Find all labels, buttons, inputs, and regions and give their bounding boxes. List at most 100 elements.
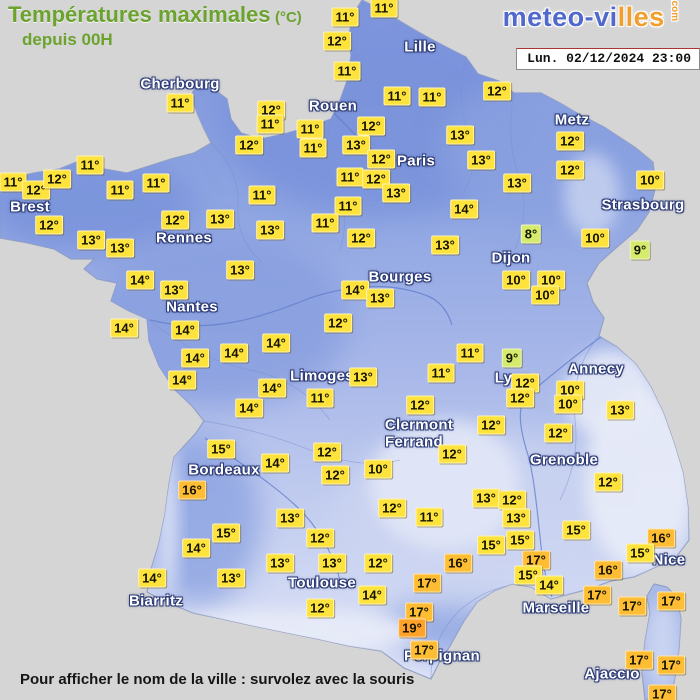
temp-label[interactable]: 12°	[324, 313, 352, 333]
temp-label[interactable]: 10°	[581, 228, 609, 248]
temp-label[interactable]: 11°	[306, 388, 334, 408]
temp-label[interactable]: 11°	[336, 167, 364, 187]
temp-label[interactable]: 13°	[431, 235, 459, 255]
temp-label[interactable]: 14°	[261, 453, 289, 473]
temp-label[interactable]: 14°	[168, 370, 196, 390]
temp-label[interactable]: 17°	[657, 655, 685, 675]
temp-label[interactable]: 12°	[483, 81, 511, 101]
temp-label[interactable]: 14°	[138, 568, 166, 588]
temp-label[interactable]: 14°	[181, 348, 209, 368]
temp-label[interactable]: 14°	[126, 270, 154, 290]
temp-label[interactable]: 11°	[0, 172, 27, 192]
temp-label[interactable]: 14°	[262, 333, 290, 353]
temp-label[interactable]: 9°	[629, 240, 651, 260]
temp-label[interactable]: 15°	[506, 530, 534, 550]
temp-label[interactable]: 15°	[212, 523, 240, 543]
temp-label[interactable]: 12°	[364, 553, 392, 573]
temp-label[interactable]: 10°	[636, 170, 664, 190]
temp-label[interactable]: 11°	[256, 114, 284, 134]
temp-label[interactable]: 13°	[226, 260, 254, 280]
temp-label[interactable]: 13°	[77, 230, 105, 250]
temp-label[interactable]: 15°	[626, 543, 654, 563]
temp-label[interactable]: 13°	[256, 220, 284, 240]
temp-label[interactable]: 13°	[160, 280, 188, 300]
temp-label[interactable]: 14°	[182, 538, 210, 558]
temp-label[interactable]: 16°	[444, 553, 472, 573]
temp-label[interactable]: 15°	[562, 520, 590, 540]
temp-label[interactable]: 10°	[364, 459, 392, 479]
temp-label[interactable]: 13°	[342, 135, 370, 155]
temp-label[interactable]: 12°	[235, 135, 263, 155]
temp-label[interactable]: 14°	[110, 318, 138, 338]
temp-label[interactable]: 13°	[276, 508, 304, 528]
temp-label[interactable]: 17°	[657, 591, 685, 611]
temp-label[interactable]: 12°	[43, 169, 71, 189]
temp-label[interactable]: 13°	[446, 125, 474, 145]
temp-label[interactable]: 14°	[450, 199, 478, 219]
temp-label[interactable]: 17°	[410, 640, 438, 660]
temp-label[interactable]: 17°	[625, 650, 653, 670]
temp-label[interactable]: 10°	[531, 285, 559, 305]
temp-label[interactable]: 10°	[502, 270, 530, 290]
temp-label[interactable]: 13°	[472, 488, 500, 508]
temp-label[interactable]: 14°	[235, 398, 263, 418]
temp-label[interactable]: 12°	[306, 598, 334, 618]
temp-label[interactable]: 11°	[415, 507, 443, 527]
site-logo[interactable]: meteo-villes .com	[503, 0, 686, 33]
temp-label[interactable]: 12°	[35, 215, 63, 235]
temp-label[interactable]: 11°	[334, 196, 362, 216]
temp-label[interactable]: 12°	[556, 131, 584, 151]
temp-label[interactable]: 17°	[413, 573, 441, 593]
temp-label[interactable]: 11°	[418, 87, 446, 107]
temp-label[interactable]: 12°	[406, 395, 434, 415]
temp-label[interactable]: 15°	[477, 535, 505, 555]
temp-label[interactable]: 11°	[166, 93, 194, 113]
temp-label[interactable]: 11°	[106, 180, 134, 200]
temp-label[interactable]: 12°	[323, 31, 351, 51]
temp-label[interactable]: 13°	[467, 150, 495, 170]
temp-label[interactable]: 13°	[266, 553, 294, 573]
temp-label[interactable]: 12°	[367, 149, 395, 169]
temp-label[interactable]: 12°	[347, 228, 375, 248]
temp-label[interactable]: 15°	[207, 439, 235, 459]
temp-label[interactable]: 11°	[427, 363, 455, 383]
temp-label[interactable]: 11°	[456, 343, 484, 363]
temp-label[interactable]: 14°	[258, 378, 286, 398]
temp-label[interactable]: 17°	[618, 596, 646, 616]
temp-label[interactable]: 11°	[76, 155, 104, 175]
temp-label[interactable]: 8°	[520, 224, 542, 244]
temp-label[interactable]: 16°	[594, 560, 622, 580]
temp-label[interactable]: 12°	[378, 498, 406, 518]
temp-label[interactable]: 13°	[366, 288, 394, 308]
temp-label[interactable]: 14°	[535, 575, 563, 595]
temp-label[interactable]: 15°	[514, 565, 542, 585]
temp-label[interactable]: 13°	[349, 367, 377, 387]
temp-label[interactable]: 12°	[313, 442, 341, 462]
temp-label[interactable]: 10°	[554, 394, 582, 414]
temp-label[interactable]: 11°	[331, 7, 359, 27]
temp-label[interactable]: 14°	[358, 585, 386, 605]
temp-label[interactable]: 12°	[594, 472, 622, 492]
temp-label[interactable]: 12°	[544, 423, 572, 443]
temp-label[interactable]: 9°	[501, 348, 523, 368]
temp-label[interactable]: 13°	[503, 173, 531, 193]
temp-label[interactable]: 14°	[171, 320, 199, 340]
temp-label[interactable]: 13°	[318, 553, 346, 573]
temp-label[interactable]: 13°	[206, 209, 234, 229]
temp-label[interactable]: 14°	[220, 343, 248, 363]
temp-label[interactable]: 12°	[477, 415, 505, 435]
temp-label[interactable]: 12°	[321, 465, 349, 485]
temp-label[interactable]: 17°	[648, 684, 676, 700]
temp-label[interactable]: 12°	[438, 444, 466, 464]
temp-label[interactable]: 12°	[506, 388, 534, 408]
temp-label[interactable]: 12°	[556, 160, 584, 180]
temp-label[interactable]: 19°	[398, 618, 426, 638]
temp-label[interactable]: 13°	[217, 568, 245, 588]
temp-label[interactable]: 11°	[383, 86, 411, 106]
temp-label[interactable]: 13°	[382, 183, 410, 203]
temp-label[interactable]: 16°	[647, 528, 675, 548]
temp-label[interactable]: 11°	[248, 185, 276, 205]
temp-label[interactable]: 11°	[299, 138, 327, 158]
temp-label[interactable]: 12°	[306, 528, 334, 548]
temp-label[interactable]: 11°	[142, 173, 170, 193]
